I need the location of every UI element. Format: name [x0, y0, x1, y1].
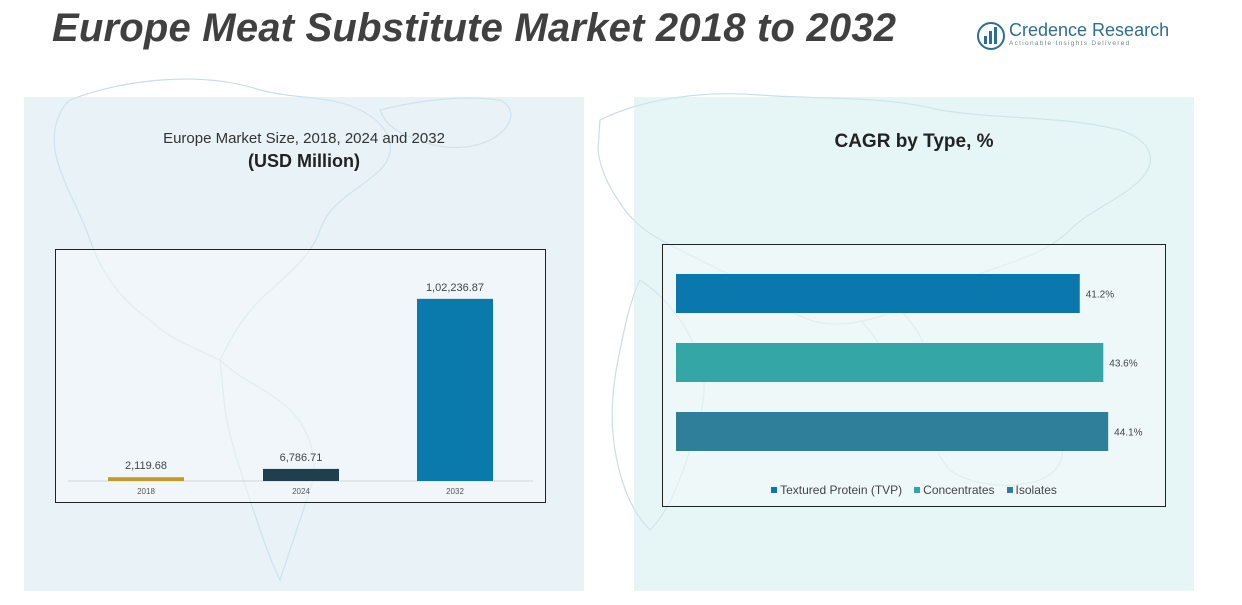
x-tick-label-2024: 2024: [292, 487, 310, 496]
legend-label: Concentrates: [923, 483, 995, 497]
cagr-legend: Textured Protein (TVP) Concentrates Isolat…: [663, 483, 1165, 497]
bar-2024: [263, 468, 339, 481]
market-size-subtitle: Europe Market Size, 2018, 2024 and 2032: [163, 130, 445, 147]
legend-swatch: [1006, 487, 1013, 493]
legend-swatch: [914, 487, 921, 493]
bar-textured-protein-tvp-: [676, 274, 1080, 313]
bar-value-label-2024: 6,786.71: [280, 452, 323, 464]
legend-label: Isolates: [1015, 483, 1057, 497]
legend-label: Textured Protein (TVP): [780, 483, 903, 497]
cagr-title: CAGR by Type, %: [834, 131, 994, 152]
bar-2018: [108, 477, 184, 481]
bar-value-label-1: 41.2%: [1086, 290, 1114, 301]
credence-logo-icon: [977, 22, 1005, 50]
company-logo: Credence Research Actionable Insights De…: [976, 20, 1176, 52]
market-size-unit: (USD Million): [248, 151, 360, 171]
x-tick-label-2018: 2018: [137, 487, 155, 496]
legend-swatch: [771, 487, 778, 493]
bar-value-label-3: 44.1%: [1114, 428, 1142, 439]
logo-name: Credence Research: [1009, 20, 1170, 40]
logo-tagline: Actionable Insights Delivered: [1009, 40, 1131, 47]
bar-value-label-2018: 2,119.68: [125, 460, 167, 472]
bar-2032: [417, 298, 493, 481]
market-size-bar-chart: 2,119.68 2018 6,786.71 2024 1,02,236.87 2032: [68, 282, 533, 496]
cagr-chart: 41.2% 43.6% 44.1% Textured Protein (TVP) Co…: [662, 244, 1166, 507]
cagr-horizontal-bar-chart: 41.2% 43.6% 44.1%: [676, 274, 1143, 451]
bar-concentrates: [676, 343, 1104, 382]
market-size-chart: 2,119.68 2018 6,786.71 2024 1,02,236.87 2032: [55, 249, 546, 503]
bar-value-label-2: 43.6%: [1109, 359, 1137, 370]
x-tick-label-2032: 2032: [446, 487, 464, 496]
page-title: Europe Meat Substitute Market 2018 to 20…: [52, 6, 897, 50]
legend-item: Textured Protein (TVP): [771, 483, 902, 497]
legend-item: Isolates: [1006, 483, 1057, 497]
bar-isolates: [676, 412, 1109, 451]
bar-value-label-2032: 1,02,236.87: [426, 282, 484, 294]
legend-item: Concentrates: [914, 483, 995, 497]
